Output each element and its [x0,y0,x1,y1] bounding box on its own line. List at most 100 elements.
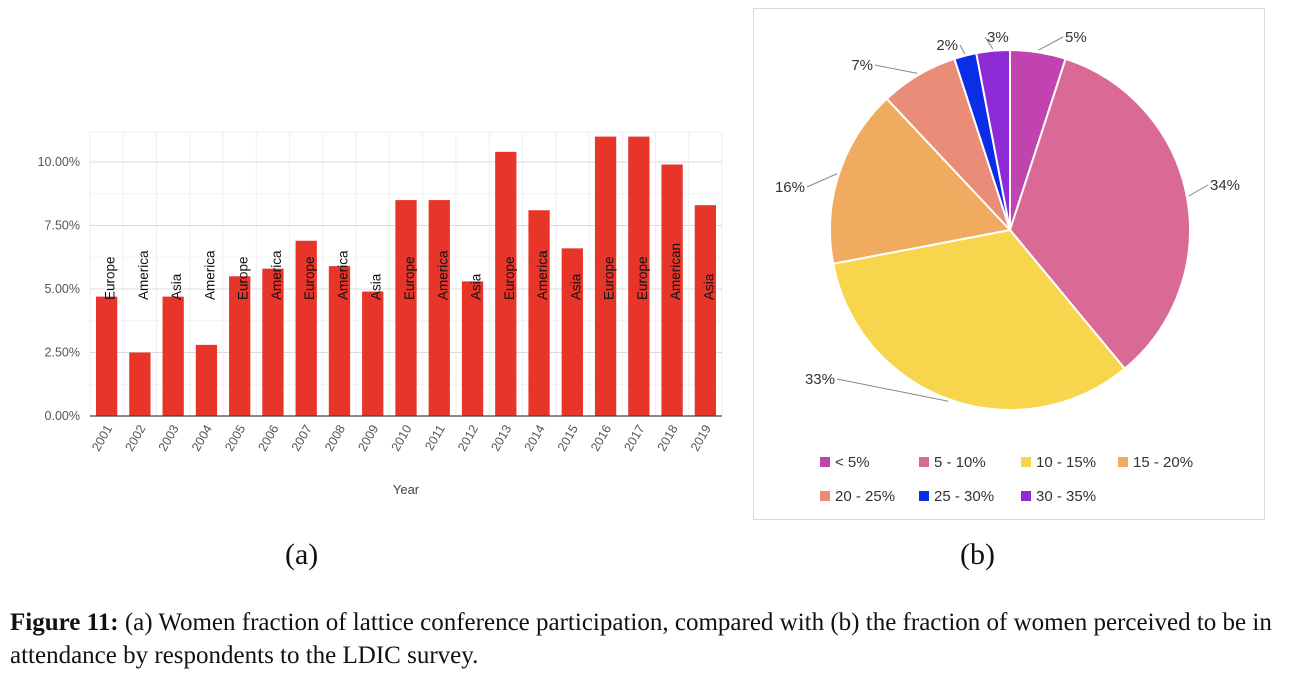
legend-swatch [1118,457,1128,467]
bar [162,296,184,416]
pie-plot: 5% 34% 33% 16% 7% 2% 3% < 5% 5 - 10% 10 - 15% 15 -… [775,29,1240,505]
x-tick-label: 2013 [488,422,514,453]
pie-leader-line [1038,36,1064,51]
bar-data-label: America [435,250,450,300]
y-tick-label: 7.50% [45,219,80,233]
pie-data-label: 2% [936,37,958,54]
x-tick-label: 2009 [355,422,381,453]
legend-swatch [820,457,830,467]
pie-data-label: 7% [851,57,873,74]
y-tick-label: 0.00% [45,409,80,423]
pie-leader-line [959,44,966,54]
bar [395,200,417,416]
pie-leader-line [874,64,918,74]
pie-slice [1008,57,1191,371]
bar-data-label: Asia [169,273,184,300]
pie-leader-line [984,36,994,50]
legend-swatch [1021,457,1031,467]
legend-swatch [919,491,929,501]
bar [362,291,384,416]
x-tick-label: 2003 [156,422,182,453]
pie-data-label: 34% [1210,177,1240,194]
x-tick-label: 2010 [389,422,415,453]
x-tick-label: 2008 [322,422,348,453]
bar-data-label: Asia [369,273,384,300]
bar-data-label: America [202,250,217,300]
x-axis-title: Year [393,482,420,497]
bar [262,268,284,416]
bar-data-label: Asia [469,273,484,300]
caption-text: (a) Women fraction of lattice conference… [10,609,1272,669]
bar-chart: 0.00% 2.50% 5.00% 7.50% 10.00% Europe America A… [38,131,723,497]
legend-label: 30 - 35% [1036,488,1096,505]
pie-data-label: 5% [1065,29,1087,46]
bar [428,200,450,416]
bar-data-label: America [335,250,350,300]
pie-data-label: 3% [987,29,1009,46]
figure-caption: Figure 11: (a) Women fraction of lattice… [10,606,1300,672]
bar [195,344,218,416]
pie-leader-line [836,378,949,402]
pie-slice [975,48,1011,231]
legend-label: < 5% [835,454,870,471]
bar-data-label: Asia [701,273,716,300]
x-tick-label: 2016 [588,422,614,453]
x-tick-label: 2004 [189,422,215,453]
y-tick-label: 5.00% [45,282,80,296]
bar-data-label: Europe [302,256,317,300]
legend-label: 15 - 20% [1133,454,1193,471]
bar-data-label: America [535,250,550,300]
pie-chart-frame [753,8,1265,520]
pie-data-label: 33% [805,371,835,388]
bar-data-label: Europe [502,256,517,300]
subfigure-label-b: (b) [960,538,995,571]
y-tick-label: 10.00% [38,155,80,169]
bar-data-label: America [269,250,284,300]
bar-data-label: Asia [568,273,583,300]
bar-data-label: Europe [635,256,650,300]
bar-data-label: Europe [602,256,617,300]
pie-chart: 5% 34% 33% 16% 7% 2% 3% < 5% 5 - 10% 10 - 15% 15 -… [775,29,1240,505]
bar-data-label: America [136,250,151,300]
pie-leader-line [806,173,838,188]
bar-plot: 0.00% 2.50% 5.00% 7.50% 10.00% Europe America A… [38,131,723,497]
x-tick-label: 2019 [688,422,714,453]
legend-label: 20 - 25% [835,488,895,505]
subfigure-label-a: (a) [285,538,319,571]
x-tick-label: 2017 [621,422,647,453]
bar [328,266,351,416]
x-tick-label: 2015 [555,422,581,453]
legend-swatch [919,457,929,467]
bar [229,276,251,416]
x-tick-label: 2006 [256,422,282,453]
bar [461,281,484,416]
bar-data-label: Europe [236,256,251,300]
legend-swatch [820,491,830,501]
x-tick-label: 2001 [89,422,115,453]
x-tick-label: 2005 [222,422,248,453]
bar [628,136,650,416]
legend-label: 5 - 10% [934,454,986,471]
legend-label: 25 - 30% [934,488,994,505]
bar [694,205,717,416]
bar [528,210,550,416]
x-tick-label: 2014 [522,422,548,453]
bar [661,164,683,416]
y-tick-label: 2.50% [45,346,80,360]
x-tick-label: 2018 [655,422,681,453]
x-tick-label: 2002 [122,422,148,453]
bar [95,296,118,416]
pie-leader-line [1188,184,1209,197]
pie-slice [829,97,1012,265]
bar-data-label: Europe [103,256,118,300]
bar [561,248,583,416]
caption-lead: Figure 11: [10,609,119,636]
bar-data-label: American [668,243,683,300]
x-tick-label: 2011 [422,422,448,452]
pie-slice [832,228,1127,411]
bar [495,151,517,416]
x-tick-label: 2012 [455,422,481,453]
bar-data-label: Europe [402,256,417,300]
bar [295,240,317,416]
